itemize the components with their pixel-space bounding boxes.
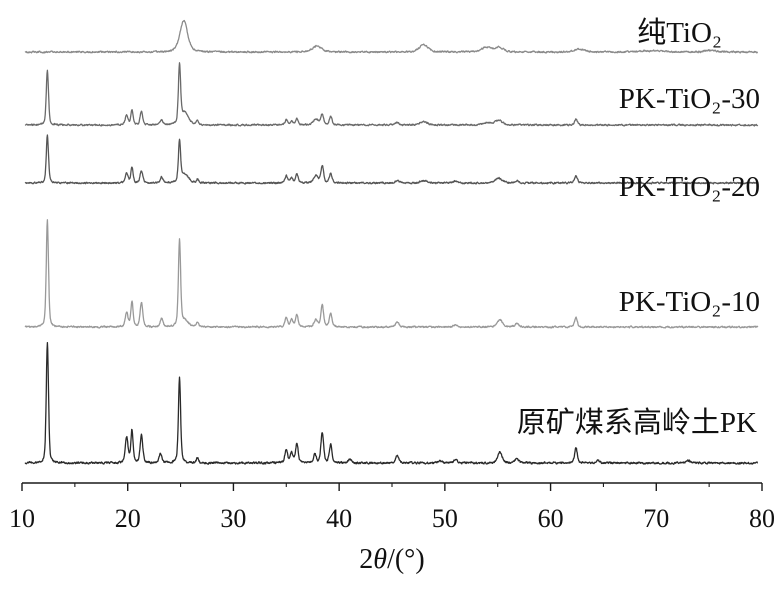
xrd-pattern-4 bbox=[24, 219, 759, 329]
x-tick-label: 70 bbox=[643, 504, 669, 533]
x-tick-label: 10 bbox=[9, 504, 35, 533]
xrd-pattern-1 bbox=[24, 19, 759, 54]
x-axis-title: 2θ/(°) bbox=[359, 544, 424, 575]
x-tick-label: 60 bbox=[538, 504, 564, 533]
x-tick-label: 50 bbox=[432, 504, 458, 533]
xrd-pattern-2 bbox=[24, 62, 759, 127]
pattern-group bbox=[24, 19, 759, 465]
series-label-2: PK-TiO₂-30 bbox=[619, 83, 760, 115]
series-label-5: 原矿煤系高岭土PK bbox=[517, 406, 757, 439]
series-label-3: PK-TiO₂-20 bbox=[619, 171, 760, 203]
xrd-pattern-3 bbox=[24, 134, 759, 185]
series-label-group: 纯TiO₂ PK-TiO₂-30 PK-TiO₂-20 PK-TiO₂-10 原矿煤系高… bbox=[517, 16, 760, 439]
x-tick-label: 80 bbox=[749, 504, 775, 533]
x-axis: 10 20 30 40 50 60 70 80 bbox=[9, 482, 775, 533]
series-label-4: PK-TiO₂-10 bbox=[619, 286, 760, 318]
x-tick-label: 20 bbox=[115, 504, 141, 533]
series-label-1: 纯TiO₂ bbox=[637, 16, 722, 49]
x-tick-label: 30 bbox=[220, 504, 246, 533]
x-tick-label: 40 bbox=[326, 504, 352, 533]
xrd-pattern-5 bbox=[24, 341, 759, 465]
